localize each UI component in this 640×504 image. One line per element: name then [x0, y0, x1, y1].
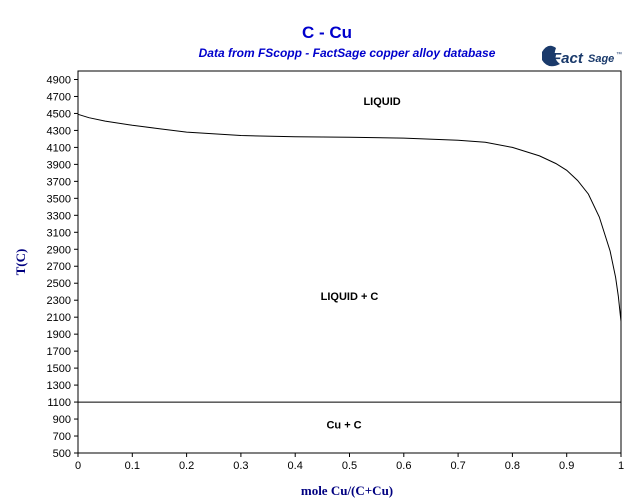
x-tick-label: 0.9 — [559, 460, 574, 472]
x-tick-label: 0 — [75, 460, 81, 472]
logo-brand: Fact — [552, 50, 584, 67]
x-tick-label: 0.3 — [233, 460, 248, 472]
x-tick-label: 0.1 — [125, 460, 140, 472]
x-tick-label: 1 — [618, 460, 624, 472]
y-tick-label: 3700 — [47, 176, 71, 188]
y-tick-label: 900 — [53, 414, 71, 426]
y-tick-label: 2700 — [47, 261, 71, 273]
x-tick-label: 0.2 — [179, 460, 194, 472]
x-tick-label: 0.8 — [505, 460, 520, 472]
region-label: LIQUID + C — [321, 291, 379, 303]
x-tick-label: 0.7 — [450, 460, 465, 472]
y-tick-label: 2900 — [47, 244, 71, 256]
chart-subtitle: Data from FScopp - FactSage copper alloy… — [199, 46, 496, 60]
y-tick-label: 3100 — [47, 227, 71, 239]
region-labels: LIQUID LIQUID + C Cu + C — [321, 96, 401, 431]
y-tick-label: 2500 — [47, 278, 71, 290]
chart-title: C - Cu — [302, 23, 352, 42]
y-tick-label: 3500 — [47, 193, 71, 205]
liquidus-line — [77, 113, 622, 322]
y-tick-label: 1700 — [47, 346, 71, 358]
y-axis-label: T(C) — [13, 249, 28, 276]
factsage-logo: Fact Sage ™ — [542, 45, 622, 67]
x-tick-label: 0.6 — [396, 460, 411, 472]
logo-wave-icon — [542, 45, 560, 67]
y-tick-label: 2300 — [47, 295, 71, 307]
logo-mark: ™ — [616, 51, 622, 58]
x-tick-label: 0.4 — [288, 460, 303, 472]
y-tick-label: 4700 — [47, 91, 71, 103]
y-tick-label: 4500 — [47, 108, 71, 120]
y-tick-label: 4300 — [47, 125, 71, 137]
x-tick-label: 0.5 — [342, 460, 357, 472]
x-axis-label: mole Cu/(C+Cu) — [301, 483, 393, 498]
region-label: LIQUID — [363, 96, 400, 108]
y-tick-label: 1300 — [47, 380, 71, 392]
y-tick-label: 700 — [53, 431, 71, 443]
y-axis: 500 700 900 1100 1300 1500 1700 1900 2100 2300 250… — [47, 74, 78, 460]
y-tick-label: 4900 — [47, 74, 71, 86]
y-tick-label: 1100 — [47, 397, 71, 409]
y-tick-label: 1500 — [47, 363, 71, 375]
logo-suffix: Sage — [588, 53, 614, 65]
y-tick-label: 1900 — [47, 329, 71, 341]
region-label: Cu + C — [326, 419, 361, 431]
y-tick-label: 3300 — [47, 210, 71, 222]
y-tick-label: 4100 — [47, 142, 71, 154]
x-axis: 0 0.1 0.2 0.3 0.4 0.5 0.6 0.7 0.8 0.9 1 — [75, 453, 624, 472]
phase-boundaries — [77, 113, 622, 403]
y-tick-label: 3900 — [47, 159, 71, 171]
y-tick-label: 500 — [53, 448, 71, 460]
y-tick-label: 2100 — [47, 312, 71, 324]
